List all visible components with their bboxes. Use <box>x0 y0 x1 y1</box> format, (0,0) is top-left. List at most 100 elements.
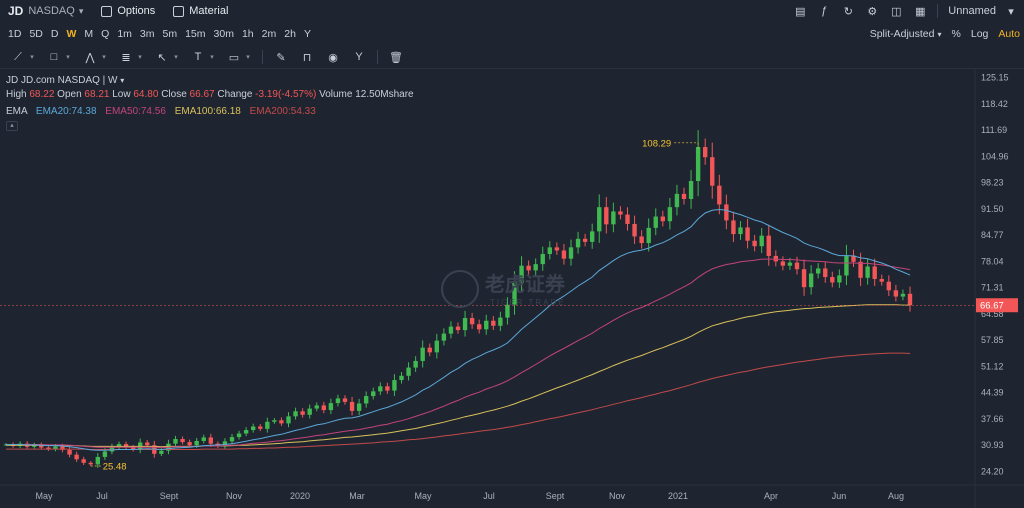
chevron-down-icon[interactable]: ▾ <box>102 54 106 61</box>
candle[interactable] <box>491 320 496 326</box>
timeframe-5d[interactable]: 5D <box>29 28 43 40</box>
candle[interactable] <box>349 401 355 411</box>
candle[interactable] <box>710 157 715 186</box>
candle[interactable] <box>611 211 616 225</box>
candle[interactable] <box>823 268 828 278</box>
candle[interactable] <box>625 214 630 224</box>
candle[interactable] <box>229 437 235 442</box>
timeframe-w[interactable]: W <box>66 28 77 40</box>
candle[interactable] <box>53 446 58 450</box>
timeframe-m[interactable]: M <box>84 28 94 40</box>
candle[interactable] <box>540 253 545 265</box>
lock-icon[interactable]: ⊓ <box>302 51 312 64</box>
timeframe-1h[interactable]: 1h <box>241 28 254 40</box>
candle[interactable] <box>236 433 242 438</box>
chevron-down-icon[interactable]: ▾ <box>937 29 942 39</box>
candle[interactable] <box>356 403 362 411</box>
candle[interactable] <box>794 262 800 270</box>
text-icon[interactable]: T <box>194 51 202 63</box>
candle[interactable] <box>74 454 79 460</box>
candle[interactable] <box>265 421 270 429</box>
candle[interactable] <box>328 403 334 411</box>
timeframe-1d[interactable]: 1D <box>8 28 22 40</box>
candle[interactable] <box>512 282 517 305</box>
timeframe-d[interactable]: D <box>50 28 59 40</box>
candle[interactable] <box>582 238 588 242</box>
candle[interactable] <box>575 238 581 248</box>
candle[interactable] <box>766 235 771 256</box>
magnet-icon[interactable]: Y <box>355 51 363 63</box>
candle[interactable] <box>385 386 390 391</box>
trash-icon[interactable]: 🗑 <box>389 51 403 64</box>
candle[interactable] <box>907 293 913 306</box>
collapse-legend-icon[interactable]: ▴ <box>6 121 18 131</box>
timeframe-y[interactable]: Y <box>303 28 311 40</box>
candle[interactable] <box>39 444 44 448</box>
candle[interactable] <box>208 437 214 444</box>
candle[interactable] <box>900 293 906 297</box>
candle[interactable] <box>448 326 454 334</box>
symbol-chevron-icon[interactable]: ▾ <box>78 5 84 16</box>
candle[interactable] <box>667 207 673 222</box>
candle[interactable] <box>745 227 750 241</box>
candle[interactable] <box>865 266 870 278</box>
candle[interactable] <box>695 147 701 182</box>
candle[interactable] <box>632 223 637 237</box>
candle[interactable] <box>130 447 136 450</box>
candle[interactable] <box>46 447 51 450</box>
candle[interactable] <box>81 459 86 463</box>
timeframe-1m[interactable]: 1m <box>117 28 132 40</box>
candle[interactable] <box>145 442 150 446</box>
candle[interactable] <box>476 324 482 330</box>
candle[interactable] <box>180 438 185 443</box>
auto-toggle[interactable]: Auto <box>998 28 1020 40</box>
candle[interactable] <box>371 391 376 397</box>
candle[interactable] <box>60 446 65 450</box>
candle[interactable] <box>738 227 743 235</box>
gear-icon[interactable]: ⚙ <box>867 5 878 18</box>
candle[interactable] <box>434 340 440 353</box>
candle[interactable] <box>604 207 609 225</box>
price-chart[interactable]: 125.15 118.42 111.69 104.96 98.23 91.50 84.77 7… <box>0 69 1024 508</box>
chart-type-icon[interactable]: ▤ <box>795 5 806 18</box>
candle[interactable] <box>469 318 475 325</box>
candle[interactable] <box>519 265 524 283</box>
candle[interactable] <box>681 193 687 199</box>
candle[interactable] <box>335 398 341 404</box>
candle[interactable] <box>222 441 228 447</box>
candle[interactable] <box>498 317 503 326</box>
candle[interactable] <box>547 247 553 254</box>
candle[interactable] <box>102 451 108 457</box>
candle[interactable] <box>618 211 623 215</box>
candle[interactable] <box>159 450 164 454</box>
layout-name[interactable]: Unnamed <box>948 5 996 17</box>
chevron-down-icon[interactable]: ▾ <box>1008 5 1014 18</box>
timeframe-5m[interactable]: 5m <box>162 28 178 40</box>
material-button[interactable]: Material <box>173 5 228 17</box>
candle[interactable] <box>505 304 510 318</box>
candle[interactable] <box>646 227 651 244</box>
candle[interactable] <box>67 449 72 455</box>
candle[interactable] <box>830 277 835 283</box>
candle[interactable] <box>561 250 567 259</box>
candle[interactable] <box>533 264 538 271</box>
candle[interactable] <box>243 430 249 434</box>
candle[interactable] <box>554 247 560 251</box>
candle[interactable] <box>378 386 383 392</box>
candle[interactable] <box>250 426 256 431</box>
candle[interactable] <box>286 416 291 424</box>
candle[interactable] <box>568 247 574 259</box>
candle[interactable] <box>844 255 849 276</box>
log-toggle[interactable]: Log <box>970 28 989 40</box>
layout-icon[interactable]: ▦ <box>915 5 926 18</box>
split-adjusted-select[interactable]: Split-Adjusted <box>869 28 935 40</box>
rectangle-icon[interactable]: □ <box>50 51 58 63</box>
refresh-icon[interactable]: ↻ <box>843 5 853 18</box>
candle[interactable] <box>399 375 404 381</box>
candle[interactable] <box>363 396 369 404</box>
chevron-down-icon[interactable]: ▾ <box>174 54 178 61</box>
candle[interactable] <box>95 456 101 465</box>
candle[interactable] <box>88 462 93 465</box>
candle[interactable] <box>815 268 821 274</box>
candle[interactable] <box>724 204 729 221</box>
